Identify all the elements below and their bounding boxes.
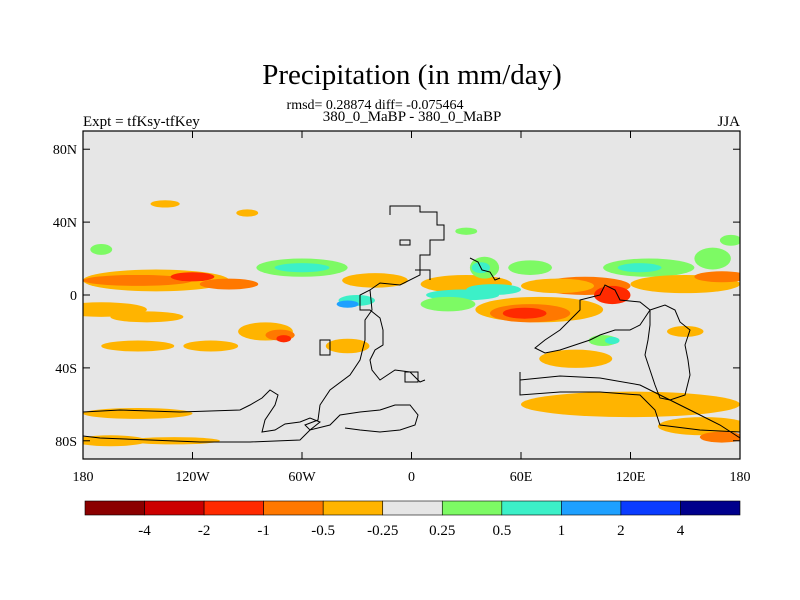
x-tick-label: 0	[408, 470, 415, 485]
colorbar-swatch	[263, 500, 324, 516]
colorbar-swatch	[501, 500, 562, 516]
precip-region	[604, 336, 620, 345]
precip-region	[667, 325, 704, 337]
coastline-australia	[644, 304, 691, 401]
coastline-north-america	[399, 239, 431, 280]
colorbar-label: -0.5	[311, 523, 335, 539]
precip-region	[150, 200, 180, 208]
precip-region	[342, 273, 408, 288]
colorbar-label: 4	[677, 523, 685, 539]
precip-region	[199, 278, 259, 290]
precip-region	[521, 391, 740, 418]
precip-region	[183, 340, 239, 352]
chart-subtitle: rmsd= 0.28874 diff= -0.075464	[287, 98, 464, 113]
precip-region	[508, 260, 553, 275]
coastline-india-arabia	[469, 257, 501, 281]
chart-title: Precipitation (in mm/day)	[262, 59, 562, 91]
y-tick-label: 40N	[53, 216, 77, 231]
colorbar-label: -0.25	[367, 523, 398, 539]
colorbar-label: -2	[198, 523, 211, 539]
center-label: 380_0_MaBP - 380_0_MaBP	[323, 109, 502, 125]
y-tick-label: 80N	[53, 143, 77, 158]
coastlines	[83, 205, 740, 443]
y-tick-label: 0	[70, 289, 77, 304]
precip-region	[699, 431, 740, 443]
precip-region	[110, 311, 184, 323]
colorbar-swatch	[441, 500, 503, 516]
colorbar-swatch	[322, 500, 384, 516]
colorbar: -4 -2 -1 -0.5 -0.25 0.25 0.5 1 2 4	[84, 500, 741, 539]
x-tick-label: 120W	[175, 470, 210, 485]
precip-region	[502, 307, 547, 319]
x-tick-label: 180	[730, 470, 751, 485]
precip-region	[170, 272, 215, 282]
precip-region	[719, 234, 740, 246]
right-label: JJA	[717, 114, 740, 130]
colorbar-label: 1	[558, 523, 566, 539]
x-tick-label: 60E	[510, 470, 533, 485]
precip-region	[274, 263, 330, 273]
precip-region	[336, 300, 359, 308]
precip-region	[90, 243, 113, 255]
precip-region	[694, 271, 740, 283]
precip-region	[420, 296, 476, 312]
coastline-pacific-islands	[319, 339, 419, 383]
precip-region	[83, 274, 193, 286]
precip-region	[83, 407, 193, 419]
precip-region	[521, 278, 594, 294]
colorbar-swatch	[561, 500, 622, 516]
precip-region	[325, 338, 370, 354]
y-axis: 80N 40N 0 40S 80S	[53, 143, 740, 450]
coastline-antarctica	[83, 372, 740, 443]
precip-region	[236, 209, 259, 217]
coastline-south-america	[304, 289, 419, 433]
x-tick-label: 60W	[288, 470, 316, 485]
precip-region	[594, 285, 631, 305]
colorbar-swatch	[144, 500, 205, 516]
colorbar-label: 0.5	[492, 523, 511, 539]
colorbar-label: -4	[138, 523, 151, 539]
colorbar-label: 0.25	[429, 523, 455, 539]
colorbar-label: 2	[617, 523, 625, 539]
colorbar-swatch	[203, 500, 264, 516]
y-tick-label: 40S	[55, 362, 77, 377]
colorbar-swatch	[382, 500, 443, 516]
precip-region	[694, 247, 731, 270]
precip-region	[455, 227, 478, 235]
y-tick-label: 80S	[55, 435, 77, 450]
colorbar-label: -1	[257, 523, 270, 539]
x-tick-label: 180	[73, 470, 94, 485]
left-label: Expt = tfKsy-tfKey	[83, 114, 200, 130]
coastline-southeast-asia	[534, 284, 651, 354]
map-panel	[83, 131, 740, 459]
precip-region	[101, 340, 175, 352]
colorbar-swatch	[680, 500, 741, 516]
colorbar-swatch	[84, 500, 145, 516]
x-axis: 180 120W 60W 0 60E 120E 180	[73, 131, 751, 485]
x-tick-label: 120E	[616, 470, 646, 485]
precip-region	[617, 263, 662, 273]
precip-region	[466, 284, 521, 295]
colorbar-swatch	[620, 500, 681, 516]
precip-region	[539, 349, 613, 368]
precip-region	[276, 335, 292, 343]
